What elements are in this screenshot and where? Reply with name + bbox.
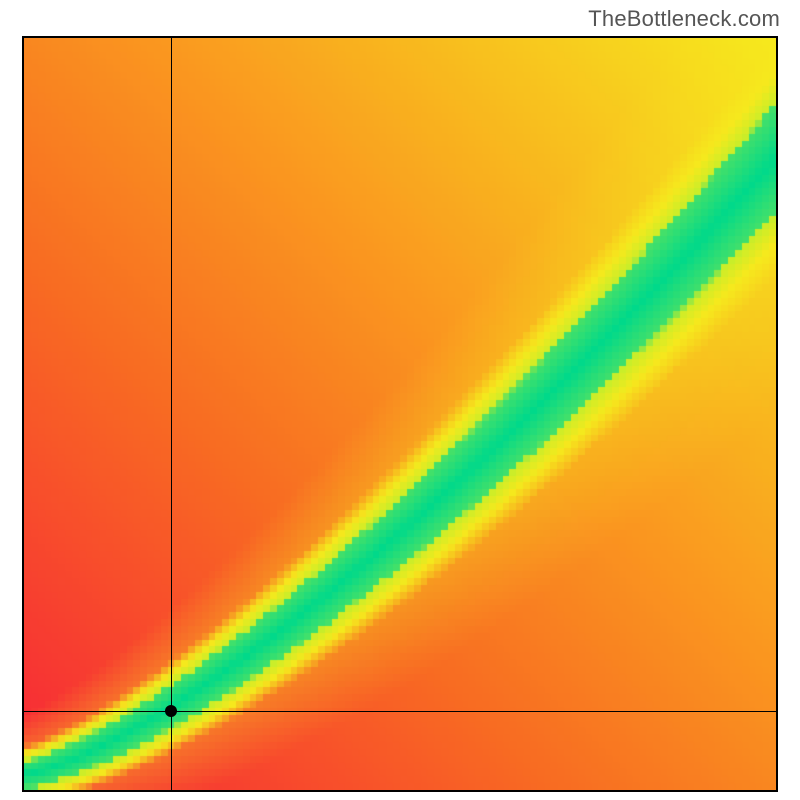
data-point-marker	[165, 705, 177, 717]
heatmap-canvas	[24, 38, 776, 790]
crosshair-horizontal	[24, 711, 776, 712]
heatmap-plot	[22, 36, 778, 792]
crosshair-vertical	[171, 38, 172, 790]
attribution-label: TheBottleneck.com	[588, 6, 780, 32]
chart-container: TheBottleneck.com	[0, 0, 800, 800]
